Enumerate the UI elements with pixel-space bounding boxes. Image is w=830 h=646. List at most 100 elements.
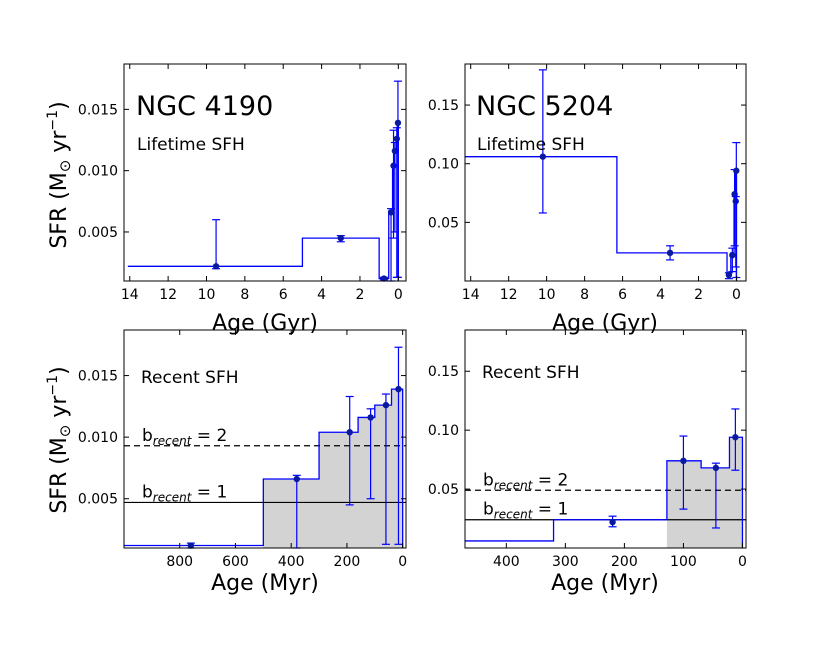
x-tick-label: 10	[538, 287, 556, 303]
reference-label-rest: = 2	[532, 470, 568, 490]
reference-label-rest: = 1	[191, 482, 227, 502]
x-tick-label: 300	[552, 554, 579, 570]
panel-title: NGC 4190	[136, 91, 273, 122]
sfh-step-line	[124, 388, 404, 548]
data-point	[382, 401, 390, 409]
x-tick-label: 4	[656, 287, 665, 303]
ylabel-top-exp: −1	[45, 110, 61, 131]
axes-frame	[123, 329, 407, 549]
x-tick-label: 14	[462, 287, 480, 303]
ylabel-top-close: )	[47, 101, 72, 110]
reference-label-b: b	[483, 500, 494, 520]
data-point	[387, 209, 395, 216]
x-axis-label: Age (Gyr)	[552, 311, 658, 336]
shaded-region	[666, 437, 743, 548]
reference-label-rest: = 2	[191, 426, 227, 446]
shaded-region	[263, 389, 403, 548]
x-tick-label: 2	[355, 287, 364, 303]
x-tick-label: 0	[398, 554, 407, 570]
panel-title: NGC 5204	[476, 91, 613, 122]
panel-subtitle: Recent SFH	[482, 363, 580, 383]
ylabel-bottom: SFR (M⊙ yr−1)	[45, 366, 74, 513]
x-tick-label: 0	[732, 287, 741, 303]
reference-label-sub: recent	[153, 434, 193, 448]
x-tick-label: 400	[278, 554, 305, 570]
x-axis-label: Age (Myr)	[551, 571, 659, 596]
y-tick-label: 0.05	[428, 482, 459, 498]
ylabel-top-sun: ⊙	[56, 160, 74, 173]
reference-label-sub: recent	[494, 508, 534, 522]
x-tick-label: 200	[611, 554, 638, 570]
data-point	[729, 251, 736, 259]
reference-label-sub: recent	[153, 490, 193, 504]
ylabel-bottom-sun: ⊙	[56, 425, 74, 438]
reference-label-b: b	[142, 482, 153, 502]
data-point	[380, 275, 388, 282]
x-tick-label: 400	[493, 554, 520, 570]
x-tick-label: 8	[240, 287, 249, 303]
ylabel-top-tail: yr	[47, 130, 72, 160]
ylabel-bottom-exp: −1	[45, 375, 61, 396]
reference-label-b: b	[142, 426, 153, 446]
x-tick-label: 100	[670, 554, 697, 570]
data-point	[732, 434, 739, 441]
reference-label: brecent = 1	[142, 482, 227, 504]
data-point	[733, 167, 740, 174]
panel-subtitle: Recent SFH	[141, 368, 239, 388]
plot-content	[465, 156, 738, 281]
x-tick-label: 6	[279, 287, 288, 303]
y-tick-label: 0.10	[428, 423, 459, 439]
plot-content	[124, 388, 406, 548]
reference-label-rest: = 1	[532, 500, 568, 520]
ylabel-bottom-tail: yr	[47, 395, 72, 425]
y-tick-label: 0.005	[78, 225, 118, 241]
data-point	[539, 153, 547, 160]
data-point	[680, 457, 687, 464]
data-point	[390, 162, 397, 169]
ylabel-top-main: SFR (M	[47, 172, 72, 248]
x-tick-label: 600	[222, 554, 249, 570]
sfh-step-line	[465, 156, 738, 281]
data-point	[393, 135, 400, 142]
data-point	[666, 249, 674, 257]
plot-area: 14 12 10 8 6 4 2 0 0.05 0.10 0.15	[428, 63, 747, 303]
y-tick-label: 0.010	[78, 164, 118, 180]
svg-text:SFR (M⊙ yr−1): SFR (M⊙ yr−1)	[45, 366, 74, 513]
x-tick-label: 0	[738, 554, 747, 570]
y-tick-label: 0.15	[428, 364, 459, 380]
data-point	[367, 414, 374, 421]
panel-subtitle: Lifetime SFH	[477, 135, 585, 155]
y-tick-label: 0.010	[78, 430, 118, 446]
x-tick-label: 0	[394, 287, 403, 303]
reference-label: brecent = 2	[483, 470, 568, 492]
data-point	[394, 119, 402, 127]
axes-frame	[123, 63, 407, 282]
x-tick-label: 200	[334, 554, 361, 570]
x-tick-label: 8	[580, 287, 589, 303]
ylabel-top: SFR (M⊙ yr−1)	[45, 101, 74, 248]
plot-area: 800 600 400 200 0 0.005 0.010 0.015	[78, 329, 407, 570]
x-tick-label: 800	[166, 554, 193, 570]
data-point	[712, 464, 720, 472]
x-tick-label: 12	[159, 287, 177, 303]
data-point	[337, 234, 344, 242]
reference-label: brecent = 1	[483, 500, 568, 522]
reference-label-b: b	[483, 470, 494, 490]
panel-ngc5204-recent: 400 300 200 100 0 0.05 0.10 0.15 Recent SFH Age…	[428, 329, 747, 596]
x-axis-label: Age (Myr)	[211, 571, 319, 596]
ylabel-bottom-close: )	[47, 366, 72, 375]
y-tick-label: 0.015	[78, 102, 118, 118]
axes-frame	[464, 329, 747, 549]
y-tick-label: 0.10	[428, 157, 459, 173]
y-tick-label: 0.015	[78, 369, 118, 385]
data-point	[187, 542, 195, 549]
y-tick-label: 0.005	[78, 492, 118, 508]
axes-frame	[464, 63, 747, 282]
x-axis-label: Age (Gyr)	[212, 311, 318, 336]
x-tick-label: 14	[121, 287, 139, 303]
x-tick-label: 10	[198, 287, 216, 303]
x-tick-label: 2	[694, 287, 703, 303]
plot-area: 400 300 200 100 0 0.05 0.10 0.15	[428, 329, 747, 570]
ylabel-bottom-main: SFR (M	[47, 437, 72, 513]
